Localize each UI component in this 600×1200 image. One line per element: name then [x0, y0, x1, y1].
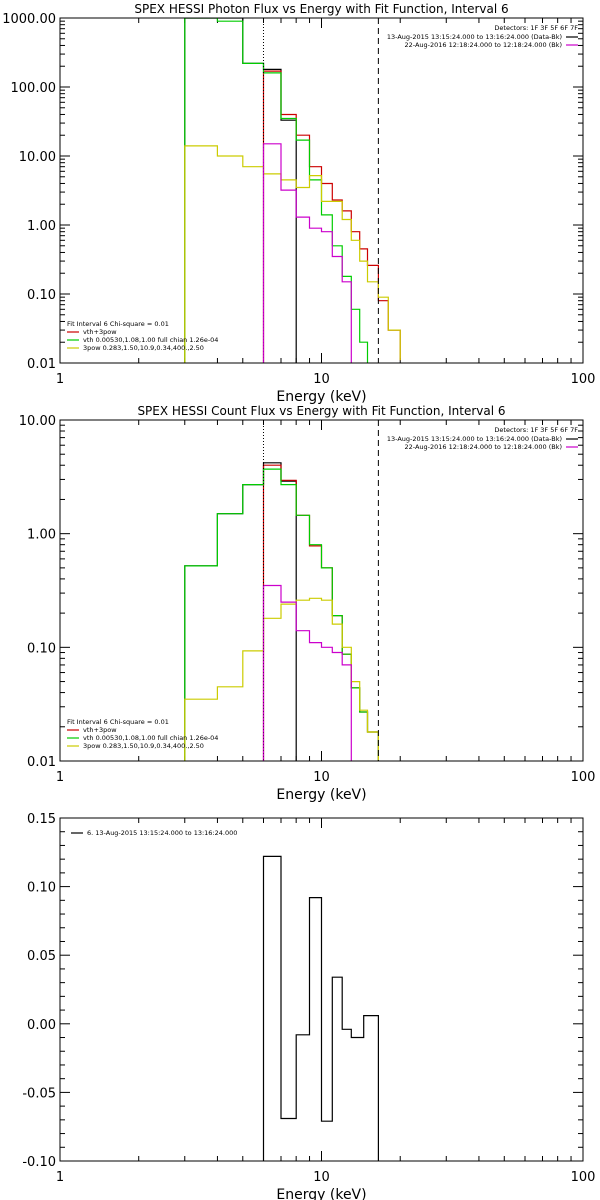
- y-tick-label: 100.00: [11, 81, 57, 96]
- y-tick-label: -0.05: [22, 1086, 56, 1101]
- series-line-5: [262, 143, 352, 363]
- y-tick-label: 10.00: [19, 414, 56, 429]
- x-axis-ticks: [59, 18, 572, 363]
- series-group: [184, 462, 379, 761]
- y-tick-label: 0.10: [27, 641, 56, 656]
- fit-legend-title: Fit Interval 6 Chi-square = 0.01: [67, 320, 169, 328]
- y-tick-label: 0.00: [27, 1018, 56, 1033]
- legend-entry: vth+3pow: [83, 726, 117, 734]
- plot-frame: [59, 17, 584, 364]
- series-line-1: [184, 462, 297, 761]
- time-range-label: 22-Aug-2016 12:18:24.000 to 12:18:24.000…: [405, 41, 562, 49]
- x-tick-label: 10: [313, 372, 330, 387]
- time-range-label: 13-Aug-2015 13:15:24.000 to 13:16:24.000…: [387, 435, 562, 443]
- x-tick-label: 1: [56, 1170, 64, 1185]
- y-tick-label: 0.01: [27, 755, 56, 770]
- series-group: [262, 855, 379, 1161]
- y-tick-label: 0.01: [27, 357, 56, 372]
- series-line-1: [262, 855, 379, 1161]
- fit-legend-title: Fit Interval 6 Chi-square = 0.01: [67, 718, 169, 726]
- y-tick-label: -0.10: [22, 1155, 56, 1170]
- time-range-label: 22-Aug-2016 12:18:24.000 to 12:18:24.000…: [405, 443, 562, 451]
- y-axis-ticks: [60, 424, 583, 762]
- chart-title: SPEX HESSI Count Flux vs Energy with Fit…: [137, 404, 505, 418]
- x-tick-label: 1: [56, 372, 64, 387]
- detectors-label: Detectors: 1F 3F 5F 6F 7F: [494, 24, 578, 32]
- time-range-label: 13-Aug-2015 13:15:24.000 to 13:16:24.000…: [387, 33, 562, 41]
- y-tick-label: 0.05: [27, 949, 56, 964]
- chart-panel-2: SPEX HESSI Count Flux vs Energy with Fit…: [19, 404, 596, 803]
- x-tick-label: 10: [313, 1170, 330, 1185]
- x-axis-ticks: [59, 818, 572, 1161]
- y-tick-label: 0.15: [27, 812, 56, 827]
- y-tick-label: 1.00: [27, 219, 56, 234]
- legend-entry: vth 0.00530,1.08,1.00 full chian 1.26e-0…: [83, 336, 218, 344]
- x-tick-label: 100: [571, 1170, 596, 1185]
- x-tick-label: 100: [571, 770, 596, 785]
- legend-entry: 3pow 0.283,1.50,10.9,0.34,400.,2.50: [83, 344, 204, 352]
- y-tick-label: 0.10: [27, 881, 56, 896]
- plot-frame: [59, 419, 584, 762]
- y-tick-label: 0.10: [27, 288, 56, 303]
- series-line-5: [262, 584, 352, 761]
- x-tick-label: 100: [571, 372, 596, 387]
- legend-entry: 3pow 0.283,1.50,10.9,0.34,400.,2.50: [83, 742, 204, 750]
- x-tick-label: 10: [313, 770, 330, 785]
- y-tick-label: 1000.00: [2, 12, 56, 27]
- chart-title: SPEX HESSI Photon Flux vs Energy with Fi…: [134, 2, 508, 16]
- plot-frame: [59, 817, 584, 1162]
- chart-panel-1: SPEX HESSI Photon Flux vs Energy with Fi…: [2, 2, 595, 405]
- x-axis-ticks: [59, 420, 572, 761]
- x-axis-label: Energy (keV): [276, 389, 366, 405]
- series-line-4: [184, 597, 379, 761]
- x-axis-label: Energy (keV): [276, 1187, 366, 1200]
- x-axis-label: Energy (keV): [276, 787, 366, 803]
- x-tick-label: 1: [56, 770, 64, 785]
- y-tick-label: 10.00: [19, 150, 56, 165]
- legend-entry: vth 0.00530,1.08,1.00 full chian 1.26e-0…: [83, 734, 218, 742]
- series-group: [184, 18, 401, 363]
- chart-panel-3: 1 10 100 0.15 0.10 0.05 0.00 -0.05 -0.10 Energy (…: [22, 812, 595, 1200]
- y-tick-label: 1.00: [27, 528, 56, 543]
- detectors-label: Detectors: 1F 3F 5F 6F 7F: [494, 426, 578, 434]
- legend-entry: 6. 13-Aug-2015 13:15:24.000 to 13:16:24.…: [87, 829, 237, 837]
- legend-entry: vth+3pow: [83, 328, 117, 336]
